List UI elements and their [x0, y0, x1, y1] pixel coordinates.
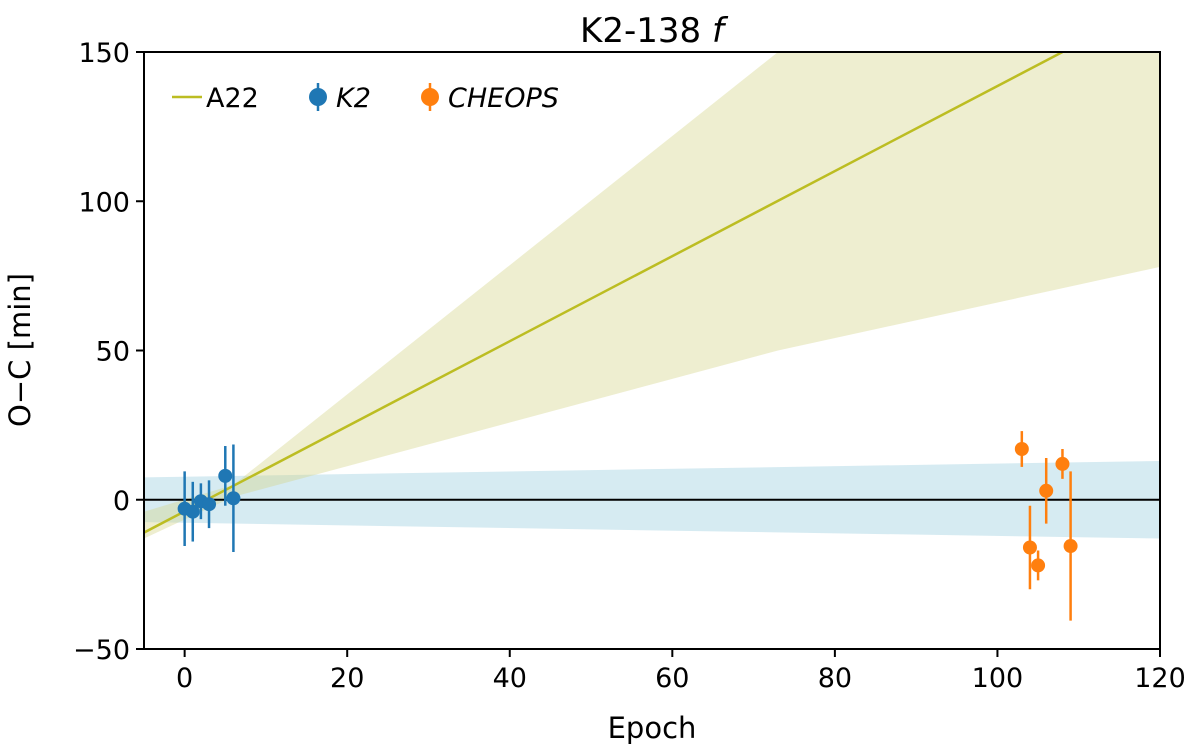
- chart-title: K2-138 f: [580, 11, 729, 51]
- legend-swatch: [309, 88, 327, 106]
- x-tick-label: 40: [493, 663, 527, 694]
- y-tick-label: 0: [113, 486, 130, 517]
- cheops-point: [1022, 540, 1037, 555]
- plot-area: [144, 52, 1160, 621]
- y-tick-label: 150: [78, 38, 130, 69]
- k2-point: [218, 468, 233, 483]
- x-tick-label: 60: [655, 663, 689, 694]
- x-tick-label: 80: [818, 663, 852, 694]
- cheops-point: [1039, 483, 1054, 498]
- a22-line: [144, 52, 1064, 534]
- a22-uncertainty-band: [144, 52, 1160, 539]
- legend-label: A22: [206, 83, 259, 114]
- y-axis: −50 0 50 100 150: [73, 38, 144, 666]
- legend-label: K2: [336, 83, 371, 114]
- legend-swatch: [421, 88, 439, 106]
- k2-point: [185, 504, 200, 519]
- x-axis-label: Epoch: [608, 711, 697, 745]
- y-axis-label: O−C [min]: [3, 273, 37, 427]
- x-tick-label: 20: [330, 663, 364, 694]
- y-tick-label: 100: [78, 187, 130, 218]
- cheops-point: [1031, 558, 1046, 573]
- legend: A22 K2 CHEOPS: [172, 83, 559, 114]
- y-tick-label: −50: [73, 635, 130, 666]
- legend-label: CHEOPS: [448, 83, 559, 114]
- k2-point: [202, 497, 217, 512]
- y-tick-label: 50: [96, 337, 130, 368]
- cheops-point: [1014, 442, 1029, 457]
- x-tick-label: 0: [176, 663, 193, 694]
- cheops-point: [1063, 539, 1078, 554]
- x-tick-label: 120: [1134, 663, 1186, 694]
- x-axis: 0 20 40 60 80 100 120: [176, 649, 1186, 694]
- k2-point: [226, 491, 241, 506]
- cheops-point: [1055, 456, 1070, 471]
- x-tick-label: 100: [972, 663, 1024, 694]
